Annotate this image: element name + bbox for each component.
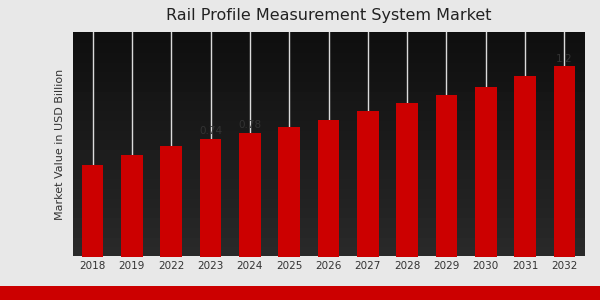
Text: 0.74: 0.74 <box>199 126 222 136</box>
Bar <box>514 76 536 256</box>
Bar <box>200 139 221 256</box>
Text: 0.78: 0.78 <box>238 120 262 130</box>
Bar <box>317 120 340 256</box>
Bar <box>436 95 457 256</box>
Bar <box>82 165 103 256</box>
Bar <box>278 127 300 256</box>
Bar <box>554 66 575 256</box>
Title: Rail Profile Measurement System Market: Rail Profile Measurement System Market <box>166 8 491 23</box>
Text: 1.2: 1.2 <box>556 53 573 64</box>
Bar <box>357 111 379 256</box>
Bar <box>160 146 182 256</box>
Bar <box>239 133 260 256</box>
Y-axis label: Market Value in USD Billion: Market Value in USD Billion <box>55 68 65 220</box>
Bar <box>397 103 418 256</box>
Bar <box>475 87 497 256</box>
Bar <box>121 155 143 256</box>
